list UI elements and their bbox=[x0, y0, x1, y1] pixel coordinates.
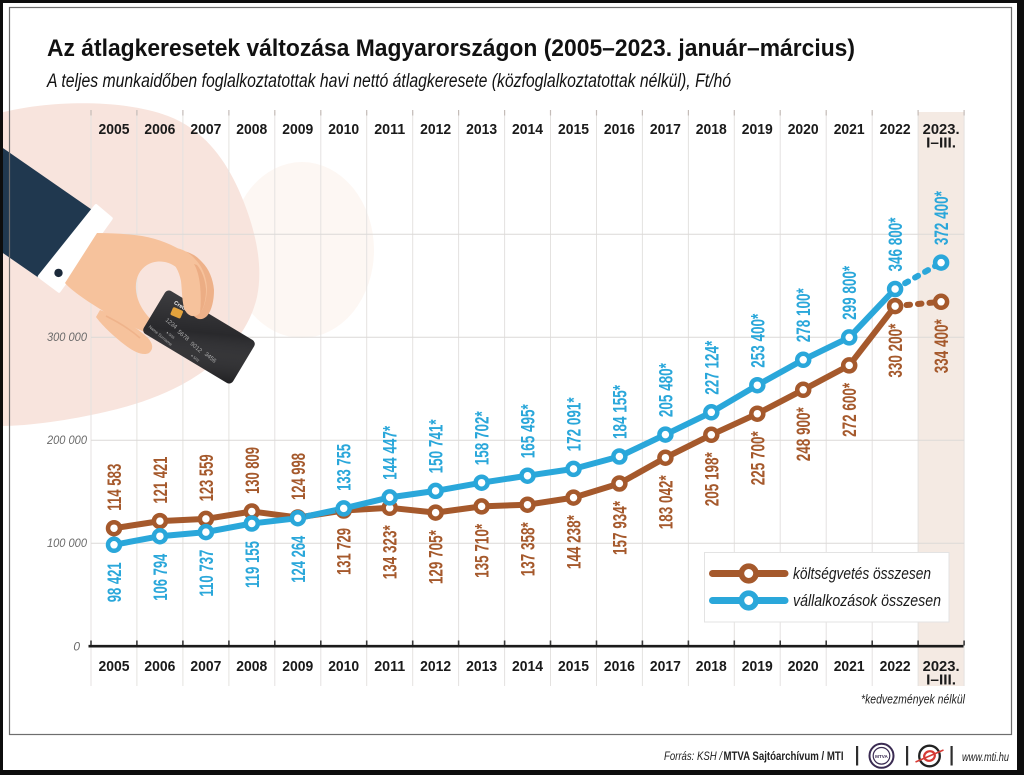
svg-text:MTVA: MTVA bbox=[875, 754, 888, 759]
svg-text:124 264: 124 264 bbox=[288, 536, 310, 583]
svg-text:▸ 5/26: ▸ 5/26 bbox=[166, 331, 176, 340]
svg-text:253 400*: 253 400* bbox=[747, 313, 769, 367]
svg-text:121 421: 121 421 bbox=[150, 457, 172, 504]
svg-text:2023.: 2023. bbox=[923, 658, 960, 675]
svg-text:2014: 2014 bbox=[512, 121, 544, 138]
svg-text:Az átlagkeresetek változása Ma: Az átlagkeresetek változása Magyarország… bbox=[47, 35, 855, 62]
svg-text:100 000: 100 000 bbox=[47, 536, 87, 550]
svg-text:2015: 2015 bbox=[558, 658, 589, 675]
svg-text:Forrás: KSH /: Forrás: KSH / bbox=[664, 749, 723, 763]
svg-text:225 700*: 225 700* bbox=[747, 431, 769, 485]
svg-text:2020: 2020 bbox=[788, 121, 819, 138]
svg-text:2012: 2012 bbox=[420, 658, 451, 675]
svg-text:131 729: 131 729 bbox=[334, 528, 356, 575]
svg-text:2020: 2020 bbox=[788, 658, 819, 675]
svg-text:2009: 2009 bbox=[282, 658, 313, 675]
svg-text:2007: 2007 bbox=[190, 658, 221, 675]
svg-text:MTVA Sajtóarchívum / MTI: MTVA Sajtóarchívum / MTI bbox=[724, 749, 844, 763]
svg-text:2017: 2017 bbox=[650, 658, 681, 675]
svg-text:I–III.: I–III. bbox=[926, 672, 956, 689]
svg-text:vállalkozások összesen: vállalkozások összesen bbox=[793, 591, 941, 610]
svg-text:135 710*: 135 710* bbox=[472, 524, 494, 578]
svg-text:költségvetés összesen: költségvetés összesen bbox=[793, 564, 931, 583]
svg-text:372 400*: 372 400* bbox=[931, 191, 953, 245]
svg-text:2016: 2016 bbox=[604, 121, 635, 138]
svg-text:▸ 5/32: ▸ 5/32 bbox=[190, 354, 200, 363]
svg-text:2023.: 2023. bbox=[923, 121, 960, 138]
svg-text:2008: 2008 bbox=[236, 121, 267, 138]
svg-text:2018: 2018 bbox=[696, 121, 727, 138]
svg-text:110 737: 110 737 bbox=[196, 550, 218, 597]
svg-text:334 400*: 334 400* bbox=[931, 319, 953, 373]
svg-text:129 705*: 129 705* bbox=[426, 530, 448, 584]
svg-text:2006: 2006 bbox=[144, 121, 175, 138]
svg-text:300 000: 300 000 bbox=[47, 330, 87, 344]
svg-text:130 809: 130 809 bbox=[242, 447, 264, 494]
svg-text:184 155*: 184 155* bbox=[609, 385, 631, 439]
svg-text:2007: 2007 bbox=[190, 121, 221, 138]
svg-text:2010: 2010 bbox=[328, 658, 359, 675]
svg-text:2017: 2017 bbox=[650, 121, 681, 138]
svg-text:www.mti.hu: www.mti.hu bbox=[962, 750, 1009, 764]
svg-text:*kedvezmények nélkül: *kedvezmények nélkül bbox=[861, 692, 966, 707]
svg-text:157 934*: 157 934* bbox=[609, 501, 631, 555]
svg-text:346 800*: 346 800* bbox=[885, 217, 907, 271]
svg-text:150 741*: 150 741* bbox=[426, 419, 448, 473]
svg-text:2012: 2012 bbox=[420, 121, 451, 138]
svg-text:2014: 2014 bbox=[512, 658, 544, 675]
svg-text:144 447*: 144 447* bbox=[380, 426, 402, 480]
svg-text:2018: 2018 bbox=[696, 658, 727, 675]
svg-text:119 155: 119 155 bbox=[242, 541, 264, 588]
svg-text:I–III.: I–III. bbox=[926, 135, 956, 152]
svg-text:2010: 2010 bbox=[328, 121, 359, 138]
svg-text:134 323*: 134 323* bbox=[380, 525, 402, 579]
svg-text:2022: 2022 bbox=[880, 121, 911, 138]
svg-text:183 042*: 183 042* bbox=[655, 475, 677, 529]
svg-text:2006: 2006 bbox=[144, 658, 175, 675]
svg-text:165 495*: 165 495* bbox=[518, 404, 540, 458]
svg-text:248 900*: 248 900* bbox=[793, 407, 815, 461]
svg-text:158 702*: 158 702* bbox=[472, 411, 494, 465]
svg-text:200 000: 200 000 bbox=[46, 433, 87, 447]
svg-text:2013: 2013 bbox=[466, 658, 497, 675]
svg-text:0: 0 bbox=[73, 640, 80, 654]
svg-text:2021: 2021 bbox=[834, 658, 865, 675]
svg-text:114 583: 114 583 bbox=[104, 464, 126, 511]
svg-text:2016: 2016 bbox=[604, 658, 635, 675]
svg-text:2011: 2011 bbox=[374, 121, 405, 138]
svg-text:A teljes munkaidőben foglalkoz: A teljes munkaidőben foglalkoztatottak h… bbox=[46, 71, 731, 92]
svg-text:2005: 2005 bbox=[99, 658, 130, 675]
svg-text:133 755: 133 755 bbox=[334, 444, 356, 491]
svg-text:299 800*: 299 800* bbox=[839, 266, 861, 320]
svg-text:2022: 2022 bbox=[880, 658, 911, 675]
svg-text:144 238*: 144 238* bbox=[564, 515, 586, 569]
svg-text:123 559: 123 559 bbox=[196, 454, 218, 501]
svg-text:2011: 2011 bbox=[374, 658, 405, 675]
svg-text:2015: 2015 bbox=[558, 121, 589, 138]
svg-text:2009: 2009 bbox=[282, 121, 313, 138]
svg-text:137 358*: 137 358* bbox=[518, 522, 540, 576]
svg-text:2019: 2019 bbox=[742, 658, 773, 675]
svg-text:2019: 2019 bbox=[742, 121, 773, 138]
svg-text:272 600*: 272 600* bbox=[839, 383, 861, 437]
svg-text:205 480*: 205 480* bbox=[655, 363, 677, 417]
svg-text:205 198*: 205 198* bbox=[701, 452, 723, 506]
svg-text:278 100*: 278 100* bbox=[793, 288, 815, 342]
svg-text:98 421: 98 421 bbox=[104, 562, 126, 602]
svg-text:2013: 2013 bbox=[466, 121, 497, 138]
svg-text:124 998: 124 998 bbox=[288, 453, 310, 500]
svg-text:2008: 2008 bbox=[236, 658, 267, 675]
svg-text:172 091*: 172 091* bbox=[564, 397, 586, 451]
svg-text:227 124*: 227 124* bbox=[701, 341, 723, 395]
svg-text:2021: 2021 bbox=[834, 121, 865, 138]
svg-text:106 794: 106 794 bbox=[150, 554, 172, 601]
svg-text:2005: 2005 bbox=[99, 121, 130, 138]
svg-text:330 200*: 330 200* bbox=[885, 323, 907, 377]
